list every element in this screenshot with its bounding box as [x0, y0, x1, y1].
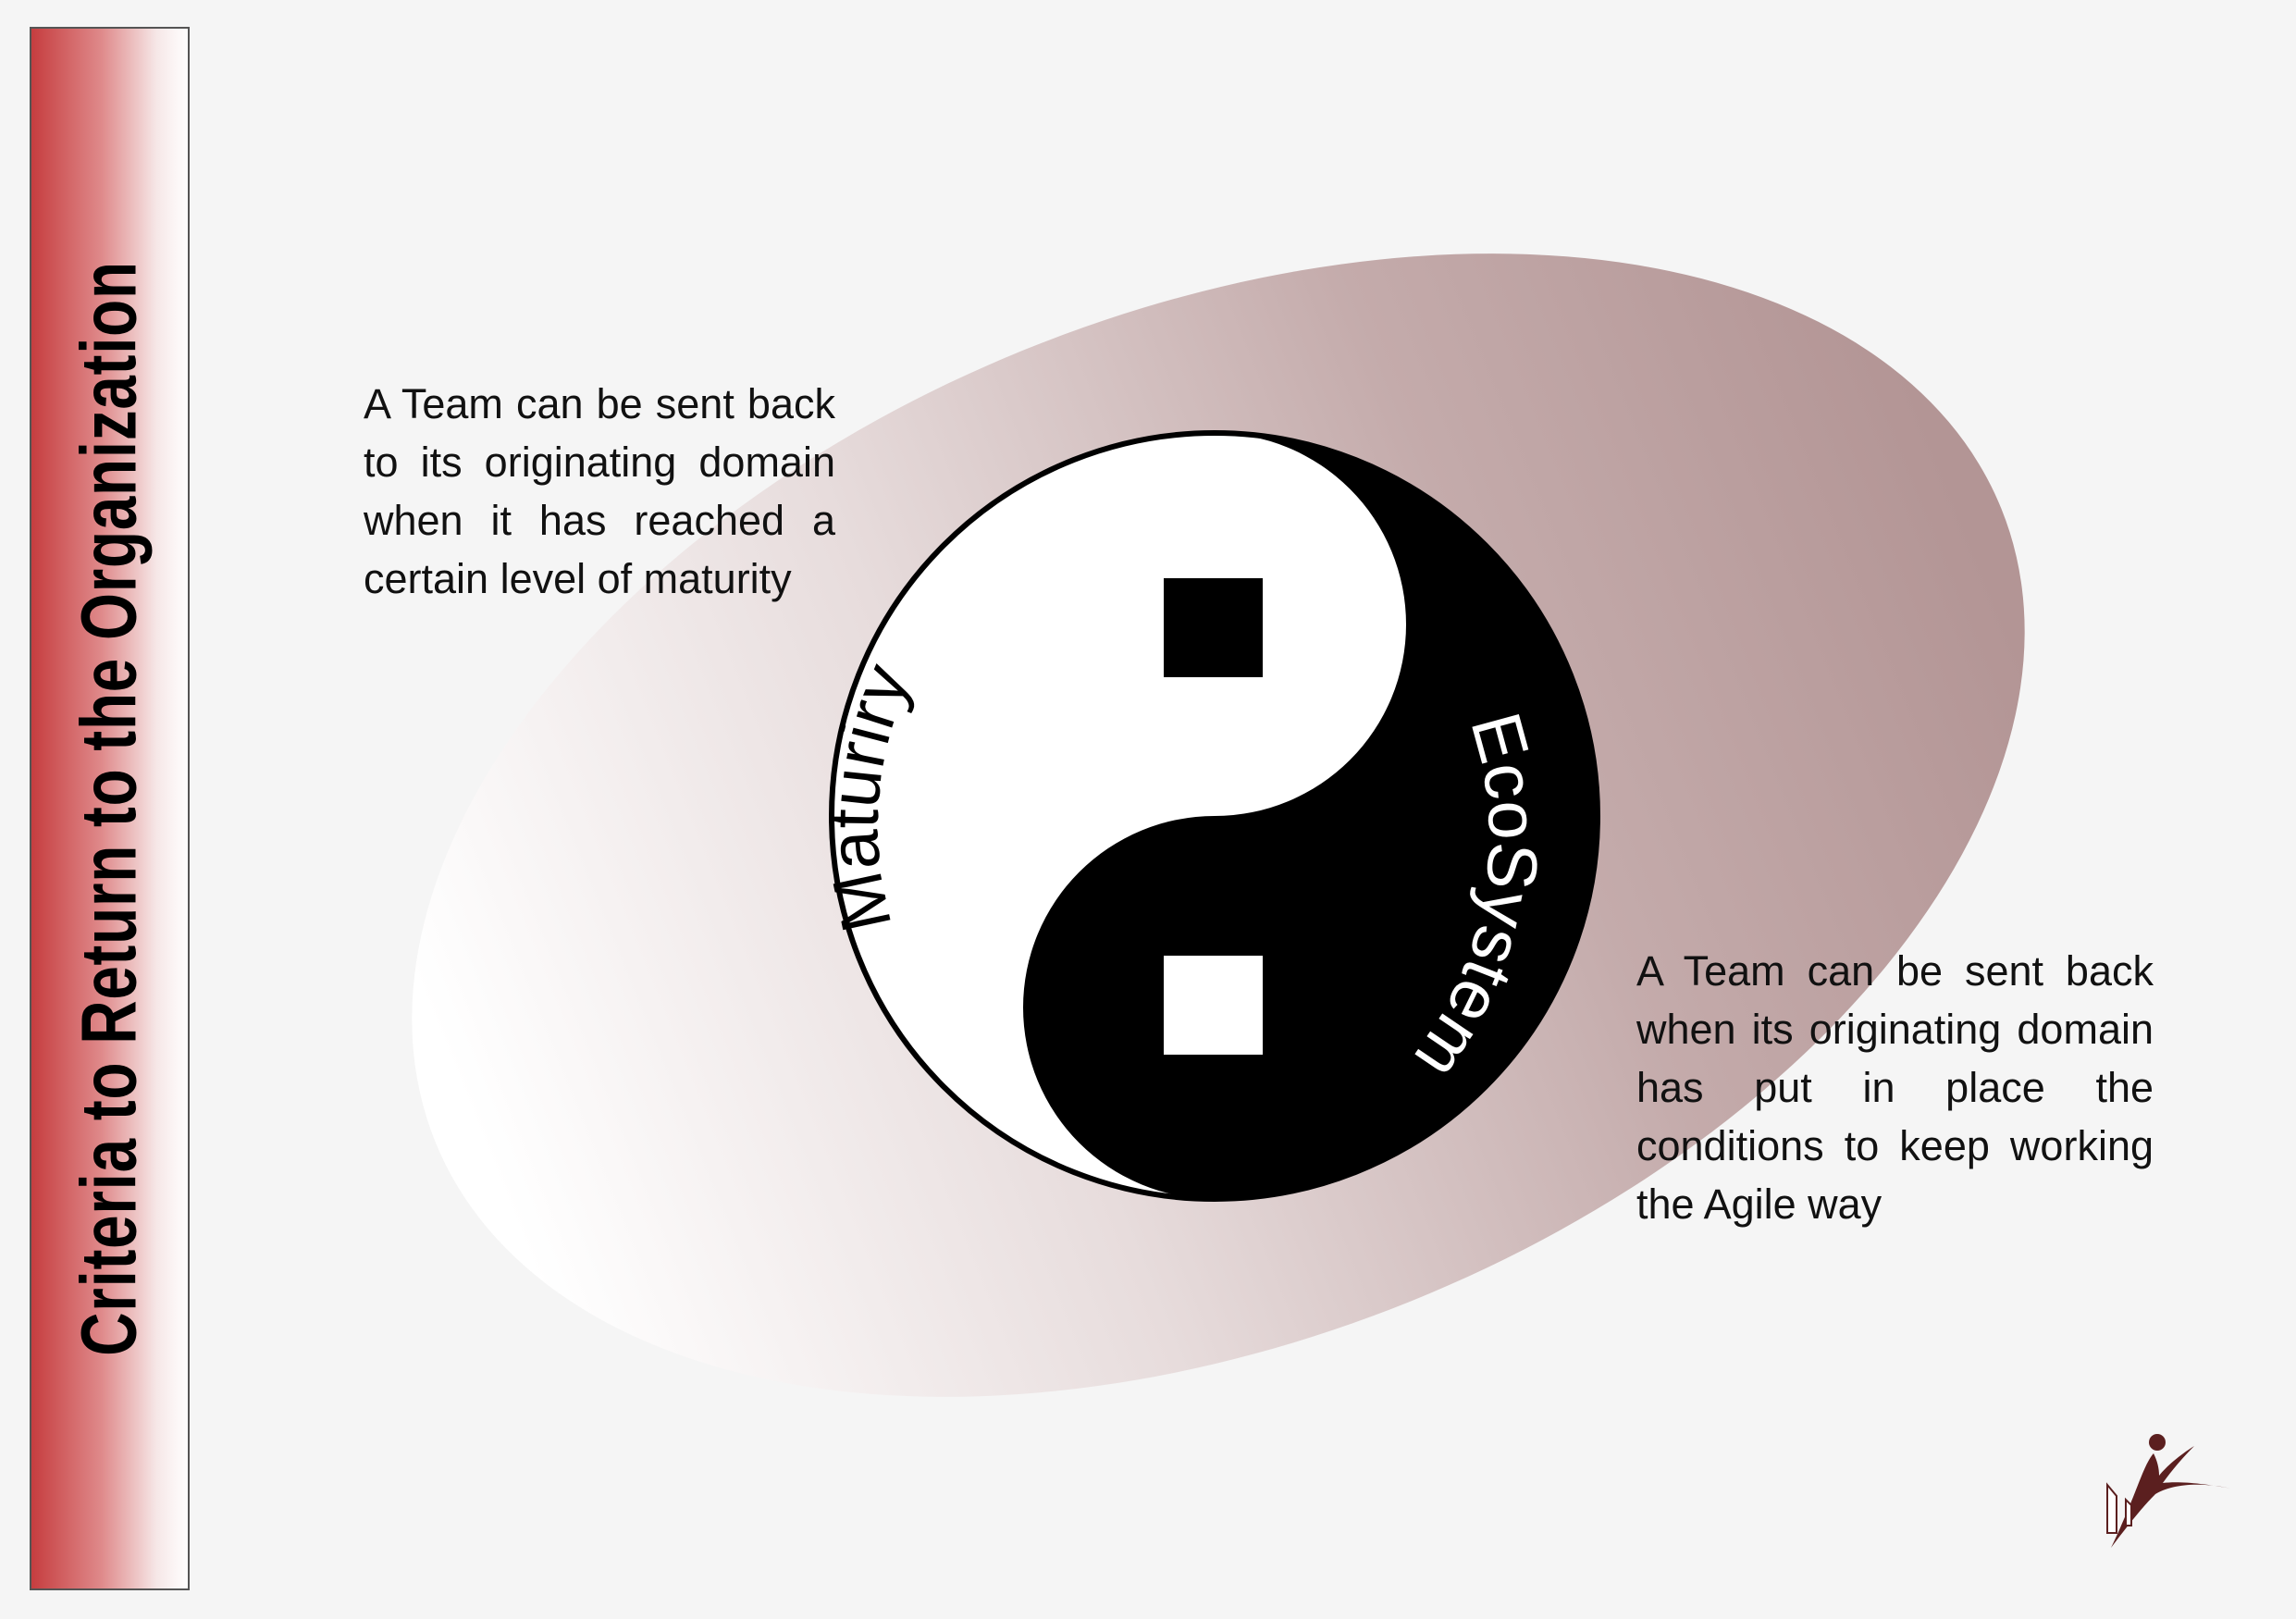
title-band — [30, 27, 190, 1590]
maturity-description-line: certain level of maturity — [364, 555, 792, 602]
maturity-description-line: A Team can be sent back — [364, 380, 835, 427]
white-square-marker — [1164, 956, 1263, 1055]
ecosystem-description: A Team can be sent back when its origina… — [1636, 942, 2154, 1233]
ecosystem-description-line: has put in place the — [1636, 1064, 2154, 1111]
maturity-description: A Team can be sent back to its originati… — [364, 375, 835, 608]
ecosystem-description-line: conditions to keep working — [1636, 1122, 2154, 1169]
yin-yang-symbol: Maturiry EcoSystem — [814, 430, 1600, 1202]
maturity-description-line: when it has reached a — [364, 497, 835, 544]
ecosystem-description-line: when its originating domain — [1636, 1006, 2154, 1053]
ecosystem-description-line: the Agile way — [1636, 1180, 1882, 1228]
company-logo-icon — [2106, 1434, 2231, 1548]
ecosystem-description-line: A Team can be sent back — [1636, 947, 2154, 995]
black-square-marker — [1164, 578, 1263, 677]
maturity-description-line: to its originating domain — [364, 439, 835, 486]
yin-yang-outline — [829, 430, 1600, 1202]
